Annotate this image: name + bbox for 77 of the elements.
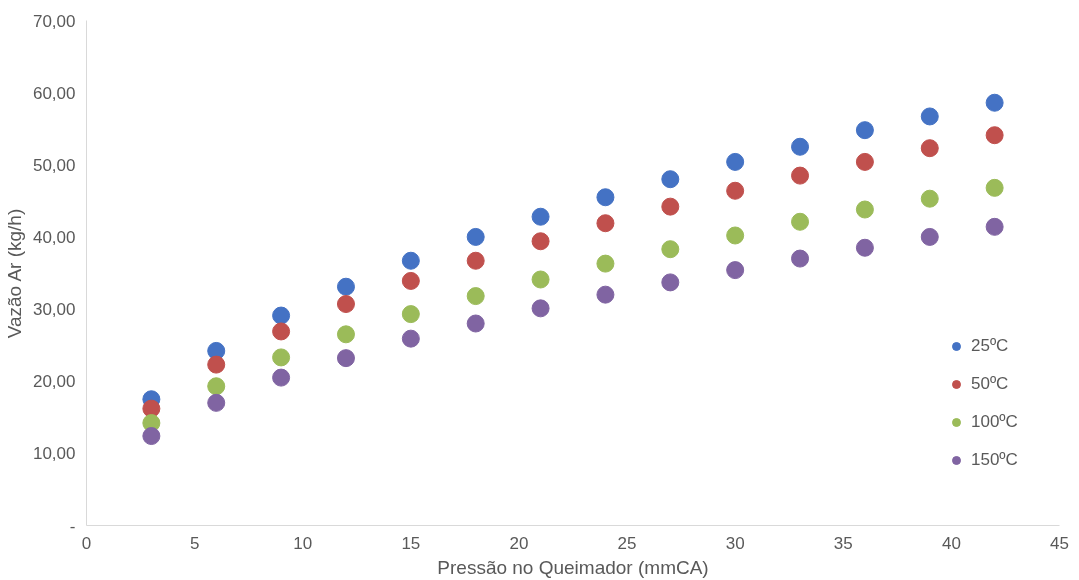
point (401, 305, 420, 324)
point (855, 238, 874, 257)
y-tick-label: 10,00 (32, 444, 76, 464)
x-tick-label: 25 (617, 533, 637, 553)
point (661, 240, 680, 259)
point (272, 368, 291, 387)
point (661, 170, 680, 189)
y-tick-label: 20,00 (32, 372, 76, 392)
point (207, 377, 226, 396)
point (336, 349, 355, 368)
point (791, 166, 810, 185)
point (726, 226, 745, 245)
y-tick-label: 30,00 (32, 300, 76, 320)
point (985, 93, 1004, 112)
legend-label: 25ºC (971, 336, 1009, 356)
x-tick-label: 5 (189, 533, 200, 553)
point (401, 329, 420, 348)
point (596, 285, 615, 304)
y-tick-label: - (69, 516, 76, 536)
point (661, 197, 680, 216)
point (466, 314, 485, 333)
point (142, 427, 161, 446)
x-tick-label: 15 (401, 533, 421, 553)
point (401, 271, 420, 290)
x-tick-label: 40 (941, 533, 961, 553)
x-axis-title: Pressão no Queimador (mmCA) (437, 556, 709, 578)
point (855, 121, 874, 140)
point (336, 277, 355, 296)
x-tick-label: 10 (293, 533, 313, 553)
point (855, 200, 874, 219)
point (401, 251, 420, 270)
point (920, 139, 939, 158)
legend-label: 150ºC (971, 450, 1018, 470)
point (726, 181, 745, 200)
x-tick-label: 0 (81, 533, 92, 553)
y-tick-label: 70,00 (32, 11, 76, 31)
y-axis-title: Vazão Ar (kg/h) (3, 208, 25, 339)
point (726, 261, 745, 280)
point (661, 273, 680, 292)
point (791, 212, 810, 231)
point (596, 188, 615, 207)
point (336, 295, 355, 313)
point (855, 152, 874, 171)
x-tick-label: 35 (833, 533, 853, 553)
point (272, 348, 291, 367)
point (791, 137, 810, 156)
y-tick-label: 60,00 (32, 83, 76, 103)
point (985, 126, 1004, 145)
y-tick-label: 40,00 (32, 227, 76, 247)
point (985, 178, 1004, 197)
x-tick-label: 45 (1050, 533, 1069, 553)
point (596, 254, 615, 273)
point (207, 393, 226, 412)
point (920, 227, 939, 246)
legend-label: 100ºC (971, 412, 1018, 432)
x-tick-label: 20 (509, 533, 529, 553)
point (531, 207, 550, 226)
point (531, 232, 550, 251)
point (920, 107, 939, 126)
point (726, 152, 745, 171)
point (272, 322, 291, 341)
legend-label: 50ºC (971, 374, 1009, 394)
point (336, 325, 355, 344)
point (531, 270, 550, 289)
point (272, 306, 291, 325)
y-tick-label: 50,00 (32, 155, 76, 175)
point (466, 251, 485, 270)
point (985, 217, 1004, 236)
point (531, 299, 550, 318)
point (466, 287, 485, 306)
point (142, 399, 161, 418)
point (791, 249, 810, 268)
point (466, 227, 485, 246)
x-tick-label: 30 (725, 533, 745, 553)
point (596, 214, 615, 233)
point (207, 355, 226, 374)
point (920, 189, 939, 208)
